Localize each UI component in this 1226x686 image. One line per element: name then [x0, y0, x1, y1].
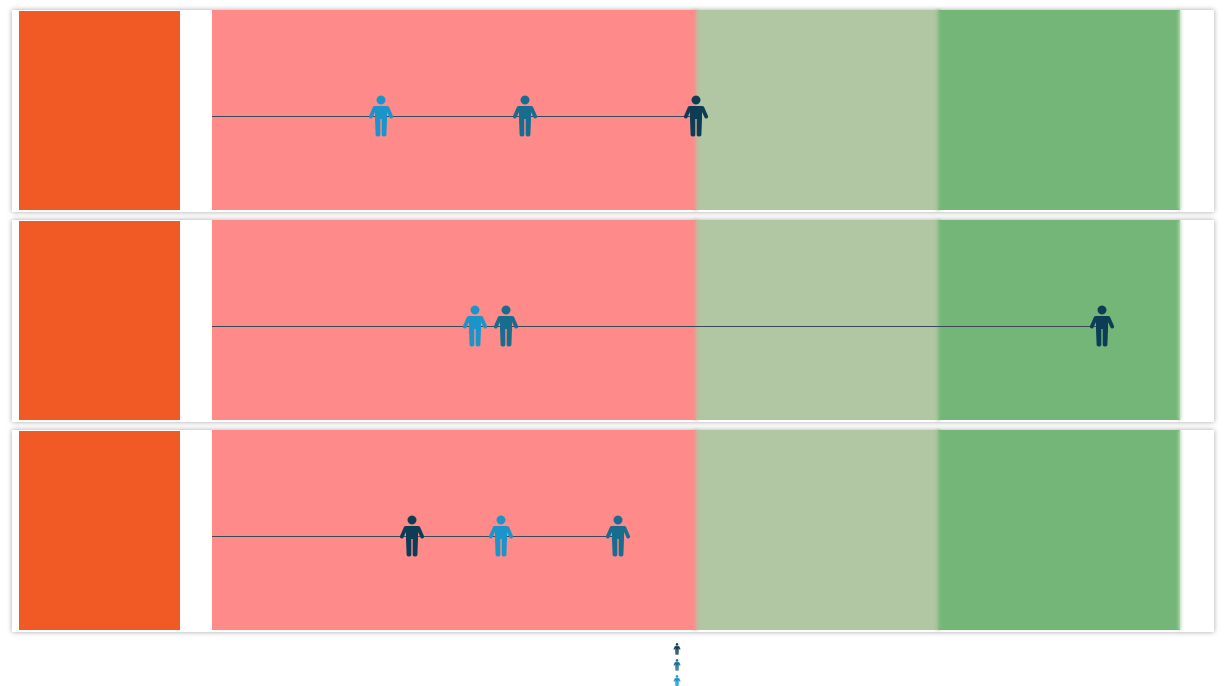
chart-row-3 — [12, 430, 1214, 632]
zone-band-1 — [212, 10, 696, 210]
legend-person-icon — [671, 642, 683, 655]
person-icon — [605, 515, 631, 557]
legend-person-icon — [671, 658, 683, 671]
zone-seam — [694, 220, 698, 420]
chart-row-2 — [12, 220, 1214, 422]
zone-band-1 — [212, 220, 696, 420]
row-label-block — [19, 431, 180, 630]
zone-band-3 — [938, 10, 1180, 210]
row-plot-area — [12, 220, 1214, 422]
zone-band-2 — [696, 220, 938, 420]
zone-band-2 — [696, 10, 938, 210]
zone-seam — [1178, 430, 1182, 630]
chart-row-1 — [12, 10, 1214, 212]
track-line — [212, 326, 1102, 327]
zone-seam — [936, 220, 940, 420]
row-plot-area — [12, 430, 1214, 632]
zone-seam — [694, 430, 698, 630]
person-icon — [493, 305, 519, 347]
zone-seam — [936, 10, 940, 210]
zone-band-3 — [938, 430, 1180, 630]
person-icon — [462, 305, 488, 347]
row-label-block — [19, 221, 180, 420]
person-icon — [512, 95, 538, 137]
person-icon — [488, 515, 514, 557]
row-label-block — [19, 11, 180, 210]
track-line — [212, 116, 696, 117]
row-plot-area — [12, 10, 1214, 212]
zone-band-2 — [696, 430, 938, 630]
person-icon — [1089, 305, 1115, 347]
zone-seam — [936, 430, 940, 630]
legend-person-icon — [671, 674, 683, 686]
zone-seam — [1178, 220, 1182, 420]
person-icon — [368, 95, 394, 137]
zone-band-3 — [938, 220, 1180, 420]
person-icon — [683, 95, 709, 137]
person-icon — [399, 515, 425, 557]
zone-seam — [1178, 10, 1182, 210]
